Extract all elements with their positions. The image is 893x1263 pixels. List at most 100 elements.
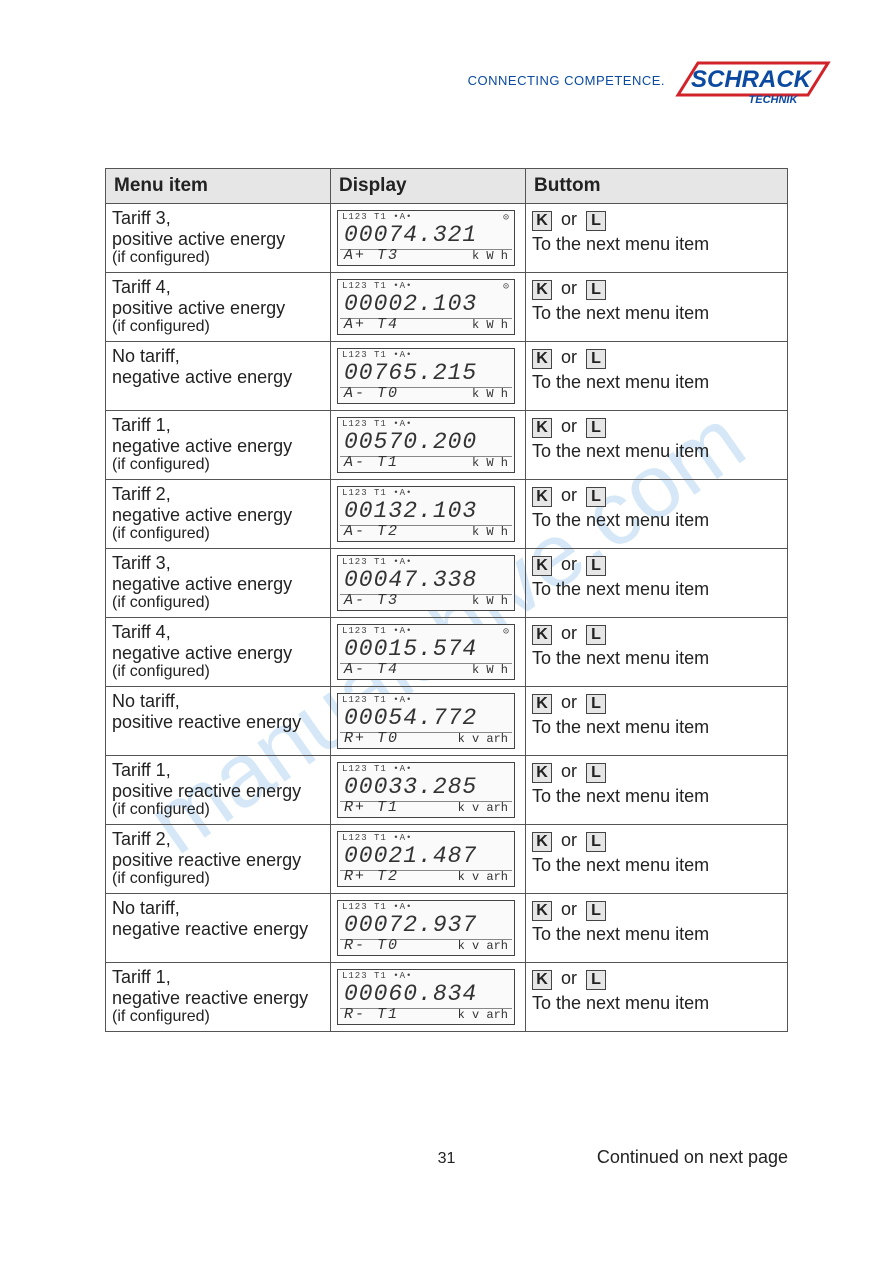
- menu-item-line2: negative reactive energy: [112, 919, 324, 940]
- lcd-unit: k W h: [472, 318, 508, 332]
- button-cell: K or LTo the next menu item: [526, 618, 788, 687]
- page-number: 31: [438, 1150, 456, 1168]
- key-or-text: or: [552, 623, 586, 643]
- menu-item-line2: positive reactive energy: [112, 781, 324, 802]
- svg-text:TECHNIK: TECHNIK: [749, 94, 799, 105]
- table-row: Tariff 2,positive reactive energy(if con…: [106, 825, 788, 894]
- key-l: L: [586, 418, 606, 438]
- menu-item-line2: positive active energy: [112, 229, 324, 250]
- lcd-top-indicators: L123 T1 •A•: [342, 902, 412, 912]
- table-row: No tariff,negative active energyL123 T1 …: [106, 342, 788, 411]
- menu-item-line1: Tariff 1,: [112, 967, 324, 988]
- lcd-clock-icon: ⊝: [503, 626, 509, 638]
- page-header: CONNECTING COMPETENCE. SCHRACK TECHNIK: [468, 55, 833, 105]
- display-cell: L123 T1 •A•⊝00002.103A+ T4k W h: [331, 273, 526, 342]
- display-cell: L123 T1 •A•00054.772R+ T0k v arh: [331, 687, 526, 756]
- key-or-text: or: [552, 347, 586, 367]
- button-cell: K or LTo the next menu item: [526, 549, 788, 618]
- table-row: No tariff,positive reactive energyL123 T…: [106, 687, 788, 756]
- key-k: K: [532, 970, 552, 990]
- button-keys: K or L: [532, 484, 781, 507]
- menu-item-line1: No tariff,: [112, 346, 324, 367]
- lcd-display: L123 T1 •A•00054.772R+ T0k v arh: [337, 693, 515, 749]
- key-l: L: [586, 487, 606, 507]
- lcd-display: L123 T1 •A•00132.103A- T2k W h: [337, 486, 515, 542]
- menu-item-line2: negative active energy: [112, 436, 324, 457]
- menu-item-line2: positive active energy: [112, 298, 324, 319]
- lcd-unit: k v arh: [458, 1008, 508, 1022]
- menu-item-cell: Tariff 1,negative active energy(if confi…: [106, 411, 331, 480]
- table-row: Tariff 1,negative active energy(if confi…: [106, 411, 788, 480]
- display-cell: L123 T1 •A•00765.215A- T0k W h: [331, 342, 526, 411]
- lcd-unit: k v arh: [458, 939, 508, 953]
- lcd-code: A- T4: [344, 661, 399, 678]
- lcd-unit: k v arh: [458, 732, 508, 746]
- menu-item-line1: Tariff 3,: [112, 208, 324, 229]
- key-k: K: [532, 349, 552, 369]
- button-next-text: To the next menu item: [532, 509, 781, 532]
- menu-item-note: (if configured): [112, 456, 324, 474]
- button-cell: K or LTo the next menu item: [526, 411, 788, 480]
- button-cell: K or LTo the next menu item: [526, 825, 788, 894]
- lcd-clock-icon: ⊝: [503, 281, 509, 293]
- key-k: K: [532, 280, 552, 300]
- lcd-code: R+ T1: [344, 799, 399, 816]
- menu-table-container: Menu item Display Buttom Tariff 3,positi…: [105, 168, 788, 1032]
- menu-item-cell: No tariff,negative active energy: [106, 342, 331, 411]
- lcd-value: 00765.215: [344, 360, 477, 386]
- button-keys: K or L: [532, 691, 781, 714]
- menu-item-cell: Tariff 1,negative reactive energy(if con…: [106, 963, 331, 1032]
- button-cell: K or LTo the next menu item: [526, 480, 788, 549]
- lcd-value: 00074.321: [344, 222, 477, 248]
- table-row: Tariff 3,positive active energy(if confi…: [106, 204, 788, 273]
- menu-item-line2: negative reactive energy: [112, 988, 324, 1009]
- menu-item-line1: Tariff 1,: [112, 760, 324, 781]
- menu-item-line2: positive reactive energy: [112, 850, 324, 871]
- menu-item-line2: negative active energy: [112, 574, 324, 595]
- lcd-unit: k W h: [472, 663, 508, 677]
- header-buttom: Buttom: [526, 169, 788, 204]
- key-k: K: [532, 211, 552, 231]
- menu-item-line2: negative active energy: [112, 643, 324, 664]
- button-keys: K or L: [532, 277, 781, 300]
- key-l: L: [586, 832, 606, 852]
- lcd-unit: k W h: [472, 456, 508, 470]
- menu-item-note: (if configured): [112, 870, 324, 888]
- display-cell: L123 T1 •A•00132.103A- T2k W h: [331, 480, 526, 549]
- lcd-code: A+ T3: [344, 247, 399, 264]
- lcd-value: 00054.772: [344, 705, 477, 731]
- key-k: K: [532, 832, 552, 852]
- lcd-display: L123 T1 •A•00072.937R- T0k v arh: [337, 900, 515, 956]
- button-next-text: To the next menu item: [532, 992, 781, 1015]
- display-cell: L123 T1 •A•00072.937R- T0k v arh: [331, 894, 526, 963]
- lcd-display: L123 T1 •A•⊝00074.321A+ T3k W h: [337, 210, 515, 266]
- menu-item-note: (if configured): [112, 594, 324, 612]
- menu-item-note: (if configured): [112, 1008, 324, 1026]
- lcd-display: L123 T1 •A•⊝00002.103A+ T4k W h: [337, 279, 515, 335]
- display-cell: L123 T1 •A•⊝00015.574A- T4k W h: [331, 618, 526, 687]
- key-l: L: [586, 556, 606, 576]
- display-cell: L123 T1 •A•00570.200A- T1k W h: [331, 411, 526, 480]
- key-l: L: [586, 625, 606, 645]
- header-display: Display: [331, 169, 526, 204]
- lcd-code: A+ T4: [344, 316, 399, 333]
- key-or-text: or: [552, 416, 586, 436]
- continued-label: Continued on next page: [597, 1147, 788, 1168]
- key-k: K: [532, 901, 552, 921]
- display-cell: L123 T1 •A•00047.338A- T3k W h: [331, 549, 526, 618]
- key-l: L: [586, 901, 606, 921]
- button-keys: K or L: [532, 415, 781, 438]
- button-keys: K or L: [532, 553, 781, 576]
- lcd-value: 00047.338: [344, 567, 477, 593]
- button-next-text: To the next menu item: [532, 854, 781, 877]
- key-k: K: [532, 694, 552, 714]
- button-keys: K or L: [532, 829, 781, 852]
- table-row: Tariff 1,negative reactive energy(if con…: [106, 963, 788, 1032]
- key-k: K: [532, 418, 552, 438]
- table-row: No tariff,negative reactive energyL123 T…: [106, 894, 788, 963]
- key-or-text: or: [552, 692, 586, 712]
- lcd-top-indicators: L123 T1 •A•: [342, 833, 412, 843]
- lcd-display: L123 T1 •A•00021.487R+ T2k v arh: [337, 831, 515, 887]
- menu-item-line2: positive reactive energy: [112, 712, 324, 733]
- menu-item-cell: Tariff 4,negative active energy(if confi…: [106, 618, 331, 687]
